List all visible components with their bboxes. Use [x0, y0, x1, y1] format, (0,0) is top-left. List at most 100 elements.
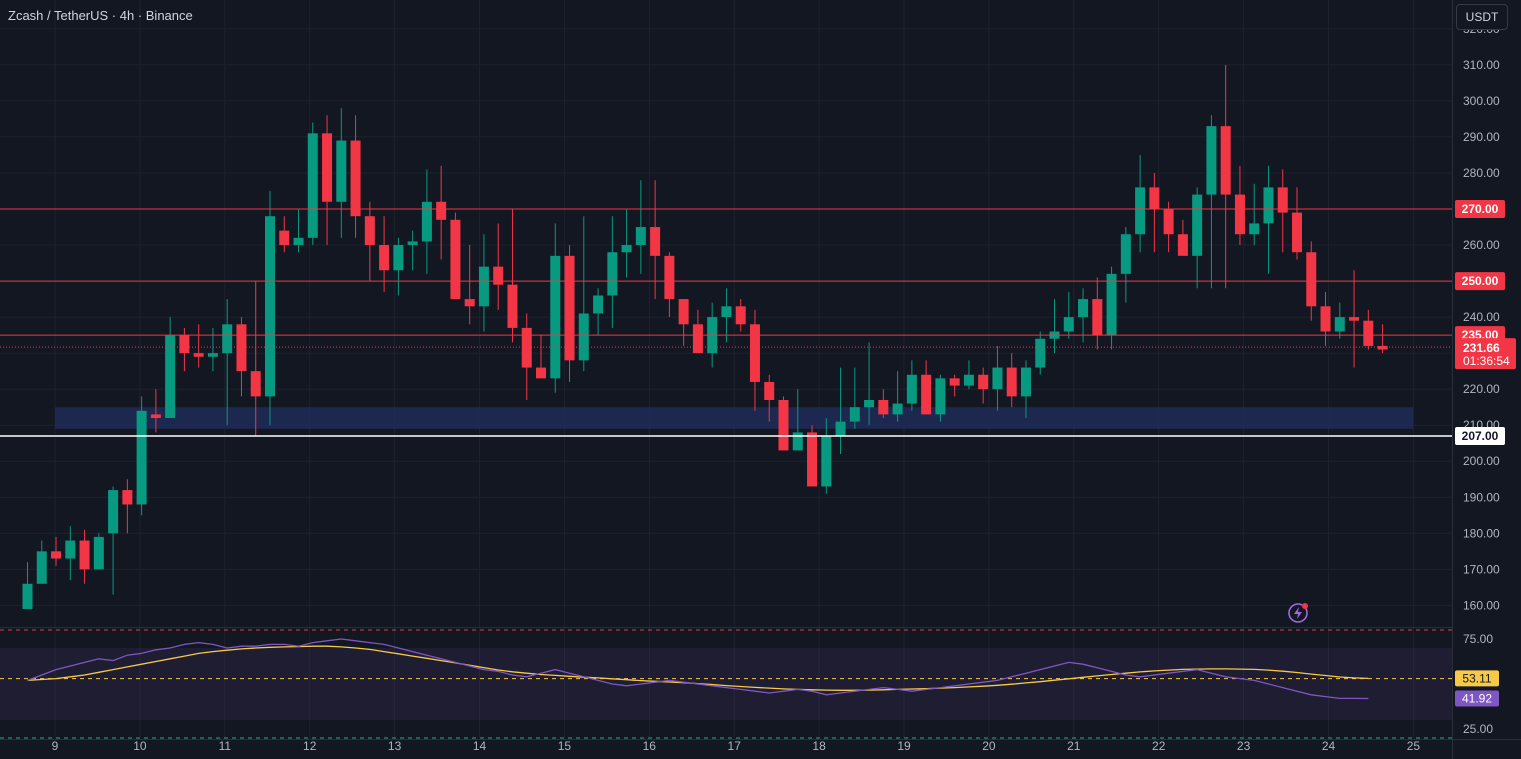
- candle: [222, 299, 233, 426]
- candle-body: [250, 371, 261, 397]
- rsi-tick-label: 25.00: [1463, 722, 1493, 736]
- candle-body: [550, 255, 561, 379]
- candle-body: [307, 133, 318, 238]
- currency-button[interactable]: USDT: [1456, 4, 1508, 30]
- candle: [464, 245, 475, 325]
- candle-body: [1234, 194, 1245, 235]
- candle-body: [150, 414, 161, 418]
- candle-body: [878, 399, 889, 415]
- candle-body: [807, 432, 818, 487]
- candle: [122, 479, 133, 534]
- candle: [764, 374, 775, 422]
- candle: [507, 209, 518, 343]
- countdown-label: 01:36:54: [1463, 354, 1510, 368]
- candle: [1334, 302, 1345, 339]
- candle-body: [1363, 320, 1374, 346]
- candle: [179, 327, 190, 372]
- candle: [478, 234, 489, 332]
- candle: [821, 418, 832, 494]
- candle-body: [963, 374, 974, 386]
- time-tick-label: 13: [388, 739, 402, 753]
- price-tick-label: 220.00: [1463, 382, 1500, 396]
- candle: [778, 396, 789, 451]
- candle: [421, 169, 432, 274]
- price-tick-label: 260.00: [1463, 238, 1500, 252]
- candle-body: [207, 353, 218, 357]
- candle: [892, 371, 903, 422]
- candle: [193, 324, 204, 368]
- candle-body: [1249, 223, 1260, 235]
- candle: [1092, 277, 1103, 350]
- candle-body: [835, 421, 846, 437]
- time-tick-label: 9: [52, 739, 59, 753]
- candle: [550, 223, 561, 393]
- candle: [1220, 64, 1231, 289]
- candle-body: [1020, 367, 1031, 397]
- candle: [493, 223, 504, 310]
- candle: [1006, 353, 1017, 408]
- price-tick-label: 180.00: [1463, 526, 1500, 540]
- candle-body: [778, 399, 789, 451]
- candle-body: [436, 201, 447, 220]
- candle: [963, 360, 974, 390]
- candle-body: [821, 436, 832, 487]
- price-tick-label: 300.00: [1463, 94, 1500, 108]
- candle: [749, 309, 760, 411]
- candle: [835, 367, 846, 455]
- price-level-tag: [1455, 427, 1505, 446]
- candle-body: [51, 551, 62, 559]
- time-tick-label: 18: [812, 739, 826, 753]
- rsi-value-tag: [1455, 690, 1499, 707]
- candle: [593, 288, 604, 336]
- candle: [1377, 324, 1388, 354]
- rsi-value-label: 41.92: [1462, 692, 1492, 706]
- candle: [921, 360, 932, 415]
- candle: [1106, 266, 1117, 350]
- candle-body: [1320, 306, 1331, 332]
- grid: [0, 0, 1521, 738]
- candle-body: [421, 201, 432, 242]
- candle-body: [1377, 345, 1388, 350]
- time-tick-label: 16: [643, 739, 657, 753]
- candle-body: [906, 374, 917, 404]
- candle: [536, 335, 547, 379]
- time-tick-label: 19: [897, 739, 911, 753]
- candle-body: [22, 583, 33, 609]
- candle: [1277, 169, 1288, 253]
- last-price-tag: [1455, 338, 1516, 370]
- candle-body: [65, 540, 76, 559]
- candle: [992, 345, 1003, 411]
- candle-body: [450, 219, 461, 300]
- candle: [1149, 172, 1160, 253]
- time-axis[interactable]: 9 10 11 12 13 14 15 16 17 18 19 20 21 22 23 24 25: [0, 739, 1521, 753]
- candle-body: [222, 324, 233, 354]
- candle: [279, 216, 290, 253]
- candle: [692, 309, 703, 354]
- candle: [1135, 154, 1146, 253]
- rsi-ma-tag: [1455, 670, 1499, 687]
- candle-body: [1063, 317, 1074, 332]
- candle-body: [1006, 367, 1017, 397]
- price-axis[interactable]: 160.00170.00180.00190.00200.00210.00220.…: [1452, 0, 1521, 759]
- time-tick-label: 22: [1152, 739, 1166, 753]
- price-tick-label: 290.00: [1463, 130, 1500, 144]
- candle: [364, 201, 375, 282]
- candle-body: [1163, 209, 1174, 235]
- time-tick-label: 20: [982, 739, 996, 753]
- candle: [935, 374, 946, 422]
- candle: [336, 108, 347, 238]
- candle: [108, 486, 119, 595]
- candle: [1192, 187, 1203, 289]
- candle: [578, 216, 589, 372]
- candle-body: [792, 432, 803, 451]
- candle-body: [849, 407, 860, 422]
- candle-body: [864, 399, 875, 408]
- candle-body: [236, 324, 247, 372]
- candle-body: [379, 245, 390, 271]
- candle-body: [578, 313, 589, 361]
- lightning-alert-icon[interactable]: [1287, 602, 1309, 624]
- candle: [1177, 219, 1188, 256]
- candle-body: [93, 536, 104, 570]
- candle: [1292, 187, 1302, 260]
